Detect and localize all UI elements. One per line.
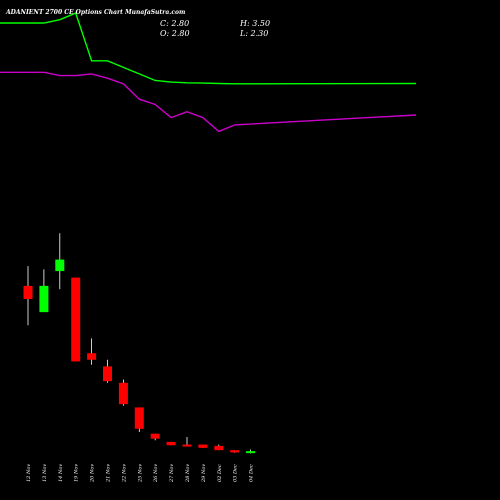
candle-body [39,285,49,313]
x-tick-label: 14 Nov [58,464,64,482]
close-value: C: 2.80 [160,19,190,28]
candle-body [118,382,128,405]
candle [246,449,256,454]
x-tick-label: 26 Nov [153,464,159,483]
chart-title: ADANIENT 2700 CE Options Chart MunafaSut… [6,9,186,16]
x-tick-label: 27 Nov [169,464,175,483]
candle [71,277,81,362]
x-tick-label: 03 Dec [233,464,239,482]
candle-body [103,366,112,382]
candle [118,379,128,406]
candle [198,444,208,448]
moving-average-layer [0,12,417,133]
x-axis-tick-labels: 12 Nov 13 Nov 14 Nov 19 Nov 20 Nov 21 Nov 22 N… [26,464,255,483]
moving-average-line-1 [0,12,417,85]
candle [23,266,33,326]
candle [55,233,65,290]
candle-body [230,450,240,453]
x-tick-label: 04 Dec [249,464,255,482]
candle [103,359,112,383]
candle-body [214,445,224,451]
x-tick-label: 12 Nov [26,464,32,482]
candle-body [55,259,65,272]
candle [214,444,224,451]
candle-body [150,433,160,439]
x-tick-label: 29 Nov [201,464,207,483]
candle [182,437,192,447]
candle [87,338,97,365]
candle-body [182,444,192,447]
candle-body [198,444,208,448]
candle [230,450,240,453]
high-value: H: 3.50 [240,19,271,28]
x-tick-label: 20 Nov [90,464,96,483]
candle-body [71,277,81,362]
candle-body [134,407,144,429]
x-tick-label: 19 Nov [74,464,80,482]
x-tick-label: 02 Dec [217,464,223,482]
candle [166,441,176,446]
candle [39,269,49,313]
open-value: O: 2.80 [160,29,190,38]
x-tick-label: 21 Nov [106,464,112,483]
x-tick-label: 13 Nov [42,464,48,482]
candle [134,407,144,433]
moving-average-line-2 [0,71,417,133]
candles-layer [23,233,256,454]
x-tick-label: 22 Nov [121,464,127,483]
candle-body [246,451,256,454]
candle [150,433,160,441]
candle-body [166,441,176,446]
candle-body [87,353,97,360]
x-tick-label: 25 Nov [137,464,143,483]
x-tick-label: 28 Nov [185,464,191,483]
candle-body [23,285,33,299]
low-value: L: 2.30 [240,29,269,38]
